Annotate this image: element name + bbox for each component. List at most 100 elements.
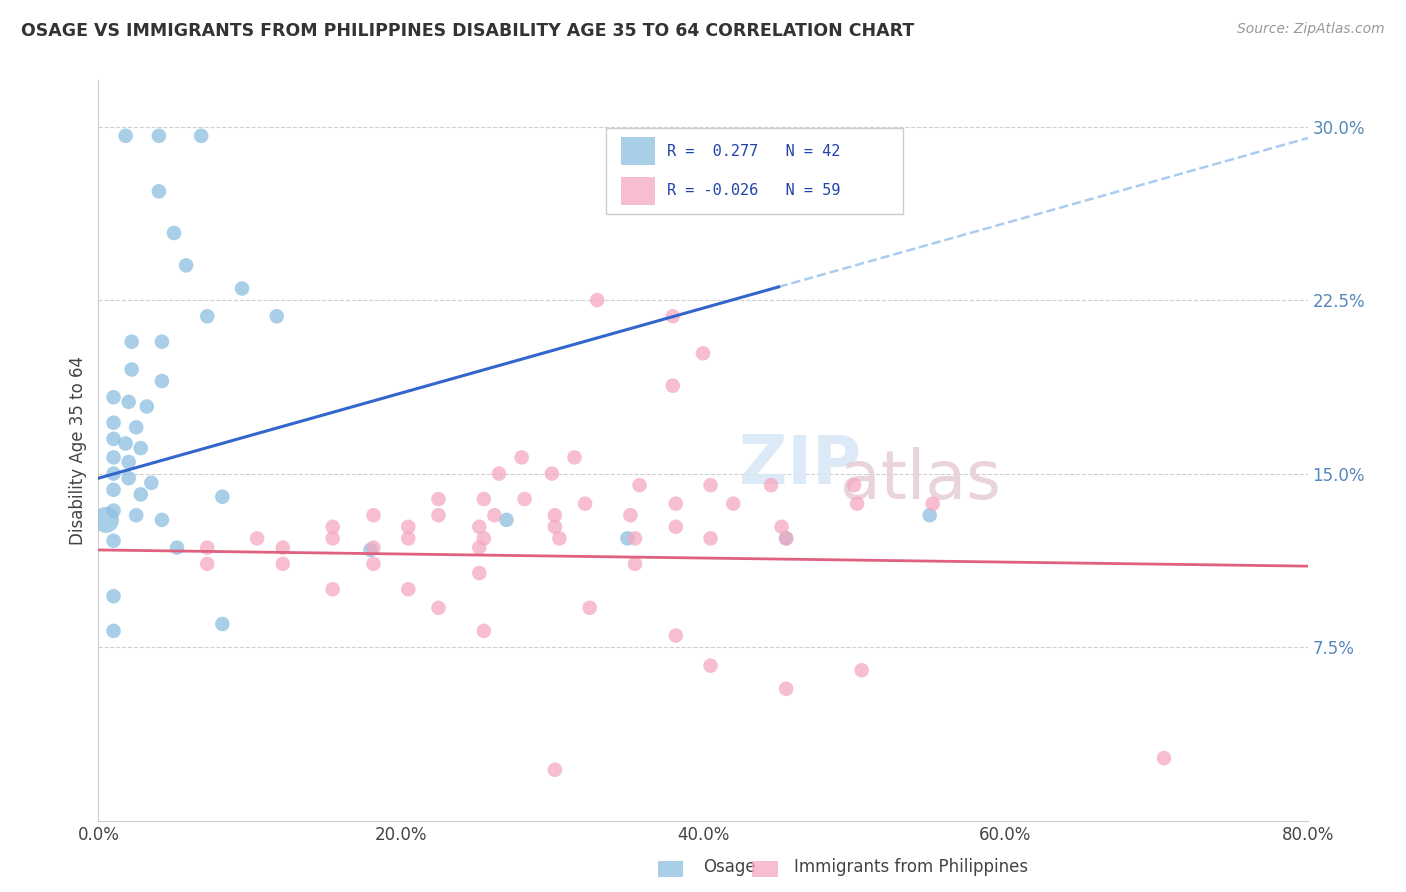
Point (150, 513, 173, 527)
Point (363, 508, 385, 523)
Point (770, 520, 793, 534)
Point (271, 557, 294, 571)
Point (775, 681, 797, 696)
Point (129, 487, 152, 501)
Point (363, 557, 385, 571)
Bar (621, 177, 655, 204)
Point (150, 374, 173, 388)
Point (495, 513, 517, 527)
Point (427, 491, 450, 506)
Point (118, 471, 141, 485)
Point (488, 467, 510, 481)
Point (844, 478, 866, 492)
Point (103, 432, 125, 446)
Point (544, 763, 567, 777)
Point (564, 450, 586, 465)
Point (665, 497, 688, 511)
Point (661, 310, 683, 324)
Point (692, 346, 714, 360)
Point (544, 508, 567, 523)
Point (103, 483, 125, 497)
Point (150, 334, 173, 349)
Point (163, 226, 186, 240)
Point (195, 557, 218, 571)
Point (665, 628, 688, 642)
Point (846, 497, 869, 511)
Point (699, 532, 721, 546)
Point (775, 532, 797, 546)
Text: R =  0.277   N = 42: R = 0.277 N = 42 (666, 144, 841, 159)
Point (125, 420, 148, 434)
Point (472, 491, 495, 506)
Point (624, 532, 647, 546)
Text: R = -0.026   N = 59: R = -0.026 N = 59 (666, 183, 841, 198)
Point (921, 497, 943, 511)
Point (427, 600, 450, 615)
Point (118, 455, 141, 469)
Point (1153, 751, 1175, 765)
Point (851, 663, 873, 677)
Point (510, 450, 533, 465)
Point (103, 624, 125, 638)
Point (103, 467, 125, 481)
Point (148, 128, 170, 143)
Point (211, 617, 233, 632)
Point (484, 508, 506, 523)
Point (548, 532, 571, 546)
Point (141, 475, 163, 490)
Point (114, 128, 136, 143)
Point (472, 532, 495, 546)
Point (360, 543, 382, 558)
Point (624, 557, 647, 571)
Text: Source: ZipAtlas.com: Source: ZipAtlas.com (1237, 22, 1385, 37)
Point (103, 416, 125, 430)
Point (195, 541, 218, 555)
Text: atlas: atlas (841, 447, 1001, 513)
Point (574, 497, 596, 511)
Point (586, 293, 609, 307)
Point (125, 508, 148, 523)
Point (699, 658, 721, 673)
Point (513, 491, 536, 506)
Point (468, 541, 491, 555)
Text: ZIP: ZIP (738, 433, 860, 499)
Point (775, 532, 797, 546)
Point (166, 541, 188, 555)
Point (271, 541, 294, 555)
Point (148, 184, 170, 198)
Point (699, 478, 721, 492)
Point (94, 513, 117, 527)
Point (472, 624, 495, 638)
Point (322, 520, 344, 534)
Point (121, 334, 143, 349)
Point (103, 450, 125, 465)
Point (121, 362, 143, 376)
Point (759, 478, 782, 492)
Point (103, 589, 125, 603)
Point (468, 566, 491, 580)
Point (266, 310, 288, 324)
Text: OSAGE VS IMMIGRANTS FROM PHILIPPINES DISABILITY AGE 35 TO 64 CORRELATION CHART: OSAGE VS IMMIGRANTS FROM PHILIPPINES DIS… (21, 22, 914, 40)
Point (135, 400, 157, 414)
Point (190, 128, 212, 143)
Point (578, 600, 600, 615)
Text: Immigrants from Philippines: Immigrants from Philippines (794, 858, 1029, 876)
Point (246, 532, 269, 546)
Point (114, 436, 136, 450)
Point (468, 520, 491, 534)
Point (427, 508, 450, 523)
Point (103, 533, 125, 548)
Point (544, 520, 567, 534)
Point (118, 395, 141, 409)
Point (363, 541, 385, 555)
Point (619, 508, 641, 523)
Point (396, 532, 419, 546)
Point (665, 520, 688, 534)
Y-axis label: Disability Age 35 to 64: Disability Age 35 to 64 (69, 356, 87, 545)
Point (918, 508, 941, 523)
Point (322, 532, 344, 546)
Point (396, 582, 419, 597)
Point (322, 582, 344, 597)
Point (103, 503, 125, 517)
Point (211, 490, 233, 504)
